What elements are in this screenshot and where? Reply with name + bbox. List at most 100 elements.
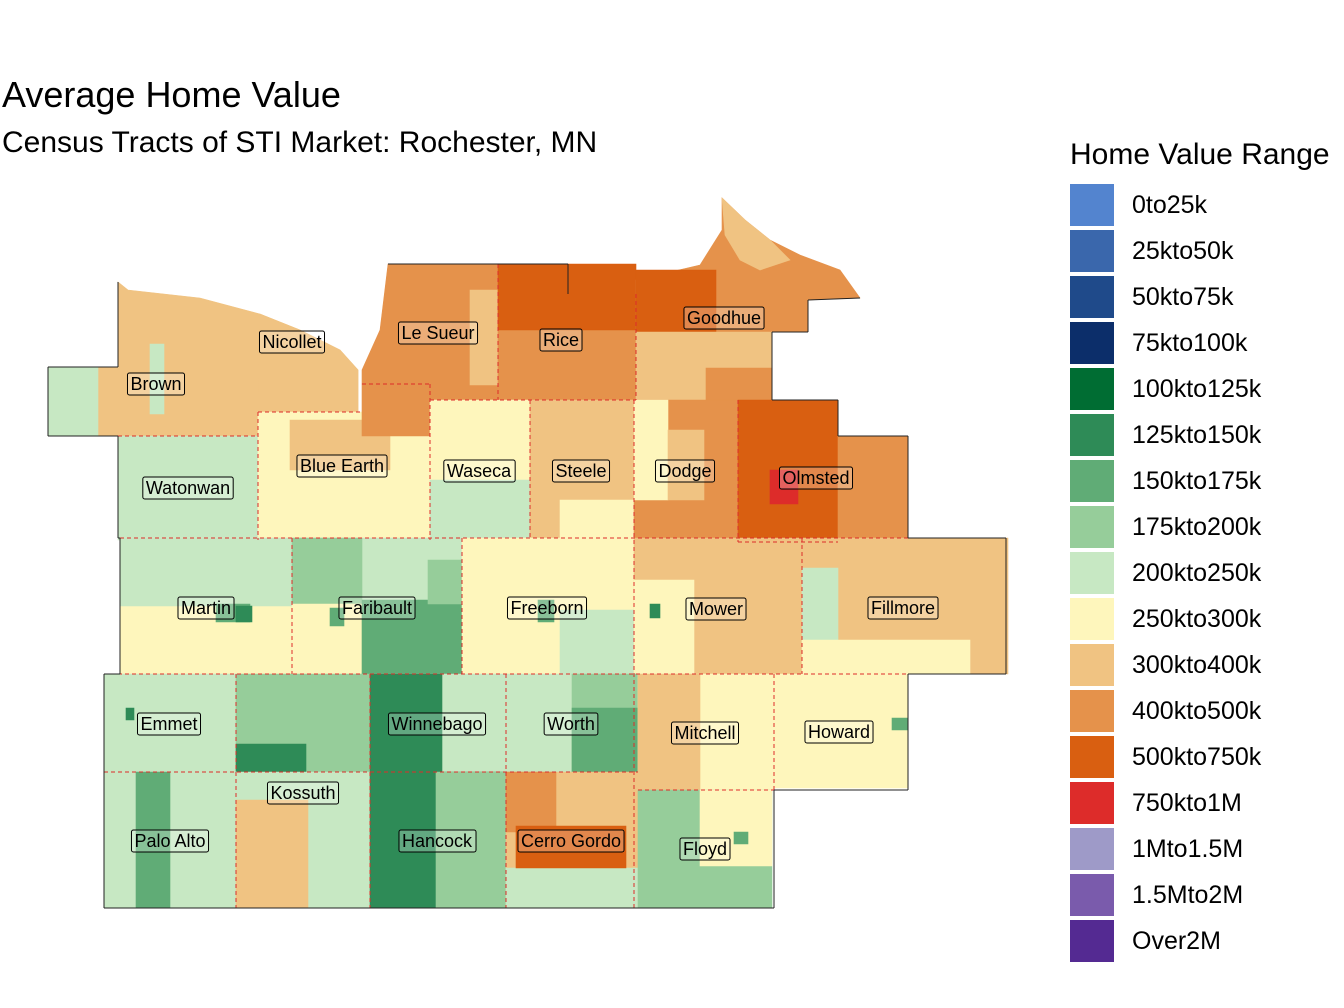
tract-area	[559, 499, 635, 539]
county-name: Mower	[689, 599, 743, 619]
county-name: Olmsted	[782, 468, 849, 488]
county-label: Howard	[804, 720, 874, 744]
tract-area	[633, 399, 669, 501]
legend-swatch	[1070, 690, 1114, 732]
tract-area	[705, 367, 773, 401]
legend-label: 300kto400k	[1132, 650, 1262, 679]
county-label: Emmet	[136, 712, 202, 736]
county-label-box	[867, 596, 939, 620]
county-name: Mitchell	[674, 723, 735, 743]
legend-item: 300kto400k	[1070, 642, 1330, 688]
legend-item: 100kto125k	[1070, 366, 1330, 412]
legend-swatch	[1070, 552, 1114, 594]
county-label-box	[136, 712, 202, 736]
county-name: Watonwan	[146, 478, 230, 498]
county-name: Kossuth	[270, 783, 335, 803]
tract-area	[537, 599, 555, 623]
county-label-box	[397, 321, 479, 345]
tract-area	[235, 605, 253, 623]
tract-area	[47, 366, 99, 437]
county-name: Fillmore	[871, 598, 935, 618]
map-title: Average Home Value	[2, 74, 341, 115]
tract-area	[769, 469, 799, 505]
county-label: Palo Alto	[130, 829, 210, 853]
legend-label: 500kto750k	[1132, 742, 1262, 771]
legend-item: 125kto150k	[1070, 412, 1330, 458]
legend-label: 1Mto1.5M	[1132, 834, 1244, 863]
county-label: Watonwan	[142, 476, 234, 500]
county-label-box	[685, 597, 747, 621]
legend-label: 0to25k	[1132, 190, 1208, 219]
county-name: Martin	[181, 598, 231, 618]
choropleth-map: Brown Nicollet Le Sueur Rice Goodhue Watonwan…	[47, 197, 1009, 909]
legend-item: 750kto1M	[1070, 780, 1330, 826]
county-label: Cerro Gordo	[517, 829, 625, 853]
county-name: Rice	[543, 330, 579, 350]
county-name: Floyd	[683, 839, 727, 859]
county-label-box	[266, 781, 340, 805]
county-label-box	[177, 596, 235, 620]
legend-label: 75kto100k	[1132, 328, 1248, 357]
legend-label: 200kto250k	[1132, 558, 1262, 587]
legend-swatch	[1070, 828, 1114, 870]
legend-label: 25kto50k	[1132, 236, 1234, 265]
tract-area	[125, 707, 135, 721]
tract-fills	[47, 197, 1009, 909]
county-fill-nicollet	[257, 313, 359, 413]
county-label: Faribault	[338, 596, 416, 620]
county-label: Hancock	[398, 829, 477, 853]
legend-label: 100kto125k	[1132, 374, 1262, 403]
legend-label: 1.5Mto2M	[1132, 880, 1244, 909]
tract-area	[291, 537, 363, 605]
tract-area	[891, 717, 909, 731]
legend-swatch	[1070, 368, 1114, 410]
legend-label: 250kto300k	[1132, 604, 1262, 633]
county-label-box	[551, 459, 611, 483]
legend-swatch	[1070, 322, 1114, 364]
county-name: Blue Earth	[300, 456, 384, 476]
legend-label: 150kto175k	[1132, 466, 1262, 495]
tract-area	[429, 479, 531, 539]
tract-area	[235, 799, 309, 909]
county-label-box	[683, 306, 765, 330]
county-label: Steele	[551, 459, 611, 483]
county-label-box	[778, 466, 854, 490]
legend-swatch	[1070, 920, 1114, 962]
legend-item: 0to25k	[1070, 182, 1330, 228]
legend-swatch	[1070, 414, 1114, 456]
legend-items: 0to25k 25kto50k 50kto75k 75kto100k 100kto125…	[1070, 182, 1330, 964]
legend-swatch	[1070, 736, 1114, 778]
legend-item: 200kto250k	[1070, 550, 1330, 596]
legend: Home Value Range 0to25k 25kto50k 50kto75k 7…	[1070, 138, 1330, 964]
legend-swatch	[1070, 506, 1114, 548]
county-name: Hancock	[402, 831, 473, 851]
county-label-box	[506, 596, 588, 620]
county-label-box	[443, 459, 516, 483]
tract-area	[497, 263, 637, 331]
county-label: Le Sueur	[397, 321, 479, 345]
county-label-box	[654, 459, 716, 483]
market-boundary	[807, 297, 861, 301]
tract-area	[427, 559, 463, 605]
tract-area	[801, 639, 971, 675]
county-name: Nicollet	[262, 332, 321, 352]
legend-item: 50kto75k	[1070, 274, 1330, 320]
county-name: Dodge	[658, 461, 711, 481]
tract-area	[699, 789, 773, 867]
county-name: Goodhue	[687, 308, 761, 328]
tract-area	[633, 579, 695, 675]
county-label: Waseca	[443, 459, 516, 483]
county-label-box	[142, 476, 234, 500]
legend-item: 1Mto1.5M	[1070, 826, 1330, 872]
county-name: Worth	[547, 714, 595, 734]
county-label: Nicollet	[258, 330, 326, 354]
county-labels: Brown Nicollet Le Sueur Rice Goodhue Watonwan…	[126, 306, 939, 861]
county-label-box	[387, 712, 487, 736]
county-label-box	[804, 720, 874, 744]
county-label: Olmsted	[778, 466, 854, 490]
county-name: Steele	[555, 461, 606, 481]
county-name: Freeborn	[510, 598, 583, 618]
county-name: Palo Alto	[134, 831, 205, 851]
legend-label: 125kto150k	[1132, 420, 1262, 449]
tract-area	[721, 197, 791, 271]
